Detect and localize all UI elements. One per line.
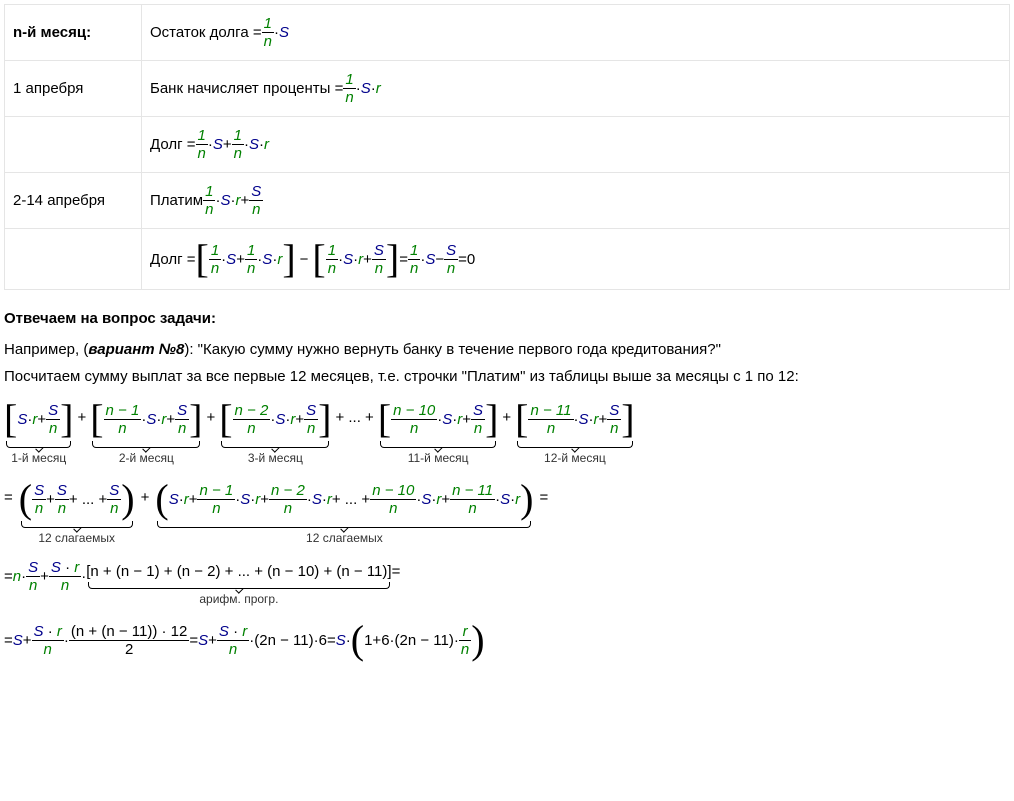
arith-progression: [n + (n − 1) + (n − 2) + ... + (n − 10) … <box>86 559 391 606</box>
table-row: n-й месяц: Остаток долга = 1n · S <box>5 5 1010 61</box>
row-formula: Долг = 1n · S + 1n · S · r <box>150 127 269 162</box>
answer-heading: Отвечаем на вопрос задачи: <box>4 310 1010 327</box>
summand-group: ( S · r + n − 1n · S · r + n − 2n · S · … <box>155 479 533 545</box>
summand-group: ( Sn + Sn + ... + Sn ) 12 слагаемых <box>19 479 135 545</box>
row-formula: Остаток долга = 1n · S <box>150 15 289 50</box>
fraction: 1n <box>262 15 274 50</box>
answer-paragraph: Например, (вариант №8): "Какую сумму нуж… <box>4 341 1010 358</box>
table-row: 2-14 апребря Платим 1n · S · r + Sn <box>5 173 1010 229</box>
row-formula: Банк начисляет проценты = 1n · S · r <box>150 71 381 106</box>
month-term: [ n − 1n · S · r + Sn ] 2-й месяц <box>90 399 202 465</box>
row-label: n-й месяц: <box>13 24 91 41</box>
month-term: [ S · r + Sn ] 1-й месяц <box>4 399 73 465</box>
schedule-table: n-й месяц: Остаток долга = 1n · S 1 апре… <box>4 4 1010 290</box>
table-row: Долг = [ 1n · S + 1n · S · r ] − [ 1n · … <box>5 229 1010 290</box>
equation-row: = S + S · rn · (n + (n − 11)) · 122 = S … <box>4 620 1010 660</box>
month-term: [ n − 11n · S · r + Sn ] 12-й месяц <box>515 399 634 465</box>
month-term: [ n − 10n · S · r + Sn ] 11-й месяц <box>378 399 499 465</box>
row-formula: Долг = [ 1n · S + 1n · S · r ] − [ 1n · … <box>150 239 475 279</box>
row-formula: Платим 1n · S · r + Sn <box>150 183 263 218</box>
row-label: 2-14 апребря <box>5 173 142 229</box>
month-term: [ n − 2n · S · r + Sn ] 3-й месяц <box>219 399 331 465</box>
answer-paragraph: Посчитаем сумму выплат за все первые 12 … <box>4 368 1010 385</box>
table-row: 1 апребря Банк начисляет проценты = 1n ·… <box>5 61 1010 117</box>
equation-row: = ( Sn + Sn + ... + Sn ) 12 слагаемых + … <box>4 479 1010 545</box>
row-label: 1 апребря <box>5 61 142 117</box>
equation-row: [ S · r + Sn ] 1-й месяц + [ n − 1n · S … <box>4 399 1010 465</box>
table-row: Долг = 1n · S + 1n · S · r <box>5 117 1010 173</box>
equation-row: = n · Sn + S · rn · [n + (n − 1) + (n − … <box>4 559 1010 606</box>
